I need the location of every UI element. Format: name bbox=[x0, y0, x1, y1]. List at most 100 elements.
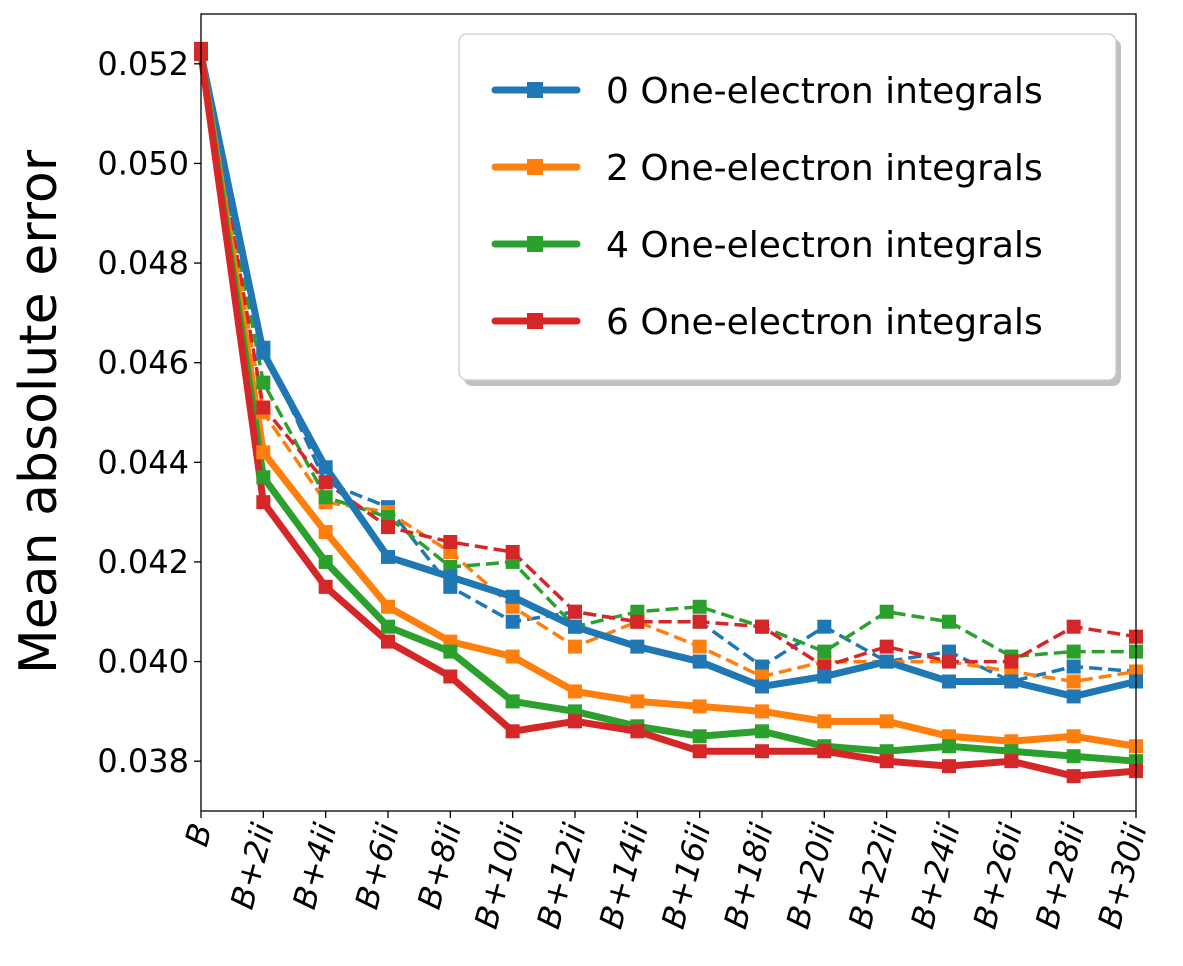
series-3-solid-point bbox=[443, 669, 458, 684]
legend-item: 6 One-electron integrals bbox=[491, 302, 1043, 343]
series-2-dashed-point bbox=[318, 490, 333, 505]
series-0-dashed-point bbox=[505, 614, 520, 629]
x-tick-label: B+12ii bbox=[529, 819, 593, 933]
solid-series-lines bbox=[197, 50, 1140, 780]
series-2-solid-point bbox=[942, 739, 956, 754]
x-tick-label: B+26ii bbox=[966, 819, 1030, 933]
y-tick-label: 0.046 bbox=[97, 344, 189, 382]
series-0-solid-point bbox=[817, 669, 832, 684]
series-3-dashed-point bbox=[568, 604, 582, 619]
series-2-dashed-point bbox=[692, 599, 707, 614]
y-tick-label: 0.048 bbox=[97, 244, 189, 282]
legend: 0 One-electron integrals 2 One-electron i… bbox=[458, 33, 1121, 386]
series-0-solid-point bbox=[256, 345, 271, 360]
series-3-dashed-point bbox=[1004, 654, 1019, 669]
x-tick-label: B+16ii bbox=[654, 819, 718, 933]
legend-item: 2 One-electron integrals bbox=[491, 148, 1043, 189]
series-0-solid-point bbox=[942, 674, 956, 689]
series-1-dashed-point bbox=[692, 639, 707, 654]
plot-frame bbox=[200, 13, 1137, 812]
x-tick-label: B+22ii bbox=[841, 819, 905, 933]
series-0-dashed-point bbox=[1066, 659, 1081, 674]
series-3-solid-point bbox=[1066, 769, 1081, 784]
series-3-solid-point bbox=[879, 754, 894, 769]
series-3-solid-point bbox=[817, 744, 832, 759]
series-0-solid-point bbox=[1004, 674, 1019, 689]
series-1-solid-point bbox=[879, 714, 894, 729]
legend-item: 4 One-electron integrals bbox=[491, 225, 1043, 266]
x-tick-label: B+10ii bbox=[467, 819, 531, 933]
x-tick-label: B+2ii bbox=[223, 819, 282, 913]
series-3-solid-point bbox=[692, 744, 707, 759]
x-tick-label: B+14ii bbox=[592, 819, 656, 933]
x-axis: B B+2ii B+4ii B+6ii B+8iiB+10iiB+12iiB+14iiB… bbox=[177, 811, 1155, 933]
y-tick-label: 0.044 bbox=[97, 443, 189, 481]
x-tick-label: B+28ii bbox=[1028, 819, 1092, 933]
series-3-dashed-point bbox=[692, 614, 707, 629]
series-2-dashed-point bbox=[879, 604, 894, 619]
series-1-solid-point bbox=[505, 649, 520, 664]
series-2-solid-point bbox=[505, 694, 520, 709]
series-3-dashed-point bbox=[381, 520, 395, 535]
series-0-solid-line bbox=[197, 50, 1140, 700]
y-tick-label: 0.042 bbox=[97, 543, 189, 581]
legend-item: 0 One-electron integrals bbox=[491, 71, 1043, 112]
legend-label: 0 One-electron integrals bbox=[606, 71, 1043, 112]
series-3-dashed-line bbox=[199, 48, 1137, 669]
series-3-dashed-point bbox=[443, 535, 458, 550]
series-3-solid-point bbox=[942, 759, 956, 774]
series-2-dashed-point bbox=[942, 614, 956, 629]
series-3-dashed-point bbox=[505, 544, 520, 559]
series-3-dashed-point bbox=[1066, 619, 1081, 634]
legend-marker bbox=[527, 159, 543, 175]
series-3-dashed-point bbox=[879, 639, 894, 654]
x-tick-label: B+18ii bbox=[716, 819, 780, 933]
series-3-dashed-point bbox=[256, 400, 271, 415]
series-3-dashed-point bbox=[942, 654, 956, 669]
legend-box bbox=[458, 33, 1117, 381]
series-0-solid-point bbox=[568, 619, 582, 634]
series-3-solid-line bbox=[197, 50, 1140, 780]
series-0-solid-point bbox=[381, 549, 395, 564]
series-1-solid-point bbox=[755, 704, 769, 719]
series-0-solid-point bbox=[755, 679, 769, 694]
y-axis: 0.038 0.040 0.042 0.044 0.046 0.048 0.050 0.052 bbox=[97, 45, 201, 780]
series-2-solid-point bbox=[1066, 749, 1081, 764]
series-2-solid-point bbox=[692, 729, 707, 744]
series-2-solid-point bbox=[755, 724, 769, 739]
series-2-dashed-point bbox=[256, 375, 271, 390]
y-axis-label: Mean absolute error bbox=[9, 149, 69, 674]
series-3-solid-point bbox=[318, 579, 333, 594]
series-1-solid-point bbox=[692, 699, 707, 714]
series-2-dashed-point bbox=[1066, 644, 1081, 659]
series-3-solid-point bbox=[630, 724, 645, 739]
series-1-solid-point bbox=[256, 445, 271, 460]
x-tick-label: B+8ii bbox=[410, 819, 469, 913]
series-1-dashed-point bbox=[568, 639, 582, 654]
legend-marker bbox=[527, 313, 543, 329]
series-2-solid-point bbox=[443, 644, 458, 659]
series-3-dashed-point bbox=[318, 475, 333, 490]
series-1-dashed-point bbox=[1066, 674, 1081, 689]
y-tick-label: 0.050 bbox=[97, 144, 189, 182]
series-0-solid-point bbox=[630, 639, 645, 654]
series-1-solid-line bbox=[197, 50, 1140, 750]
series-1-solid-point bbox=[568, 684, 582, 699]
legend-marker bbox=[527, 82, 543, 98]
series-2-solid-line bbox=[197, 50, 1140, 765]
series-0-solid-point bbox=[1066, 689, 1081, 704]
legend-label: 4 One-electron integrals bbox=[606, 225, 1043, 266]
x-tick-label: B+6ii bbox=[348, 819, 407, 913]
y-tick-label: 0.052 bbox=[97, 45, 189, 83]
y-tick-label: 0.038 bbox=[97, 742, 189, 780]
series-2-solid-point bbox=[381, 619, 395, 634]
series-0-solid-point bbox=[692, 654, 707, 669]
series-3-solid-point bbox=[256, 495, 271, 510]
legend-label: 2 One-electron integrals bbox=[606, 148, 1043, 189]
series-1-solid-point bbox=[817, 714, 832, 729]
series-0-solid-point bbox=[443, 569, 458, 584]
series-3-solid-point bbox=[1004, 754, 1019, 769]
series-2-solid-point bbox=[256, 470, 271, 485]
